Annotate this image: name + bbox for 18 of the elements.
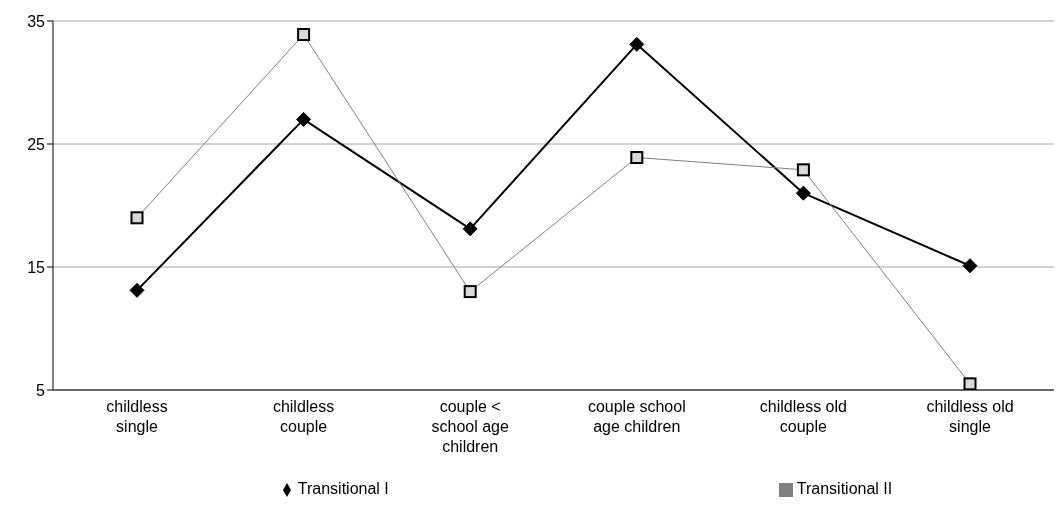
y-tick-label: 5	[36, 381, 46, 399]
x-tick-label: childless old couple	[759, 398, 847, 435]
x-tick-label: childless single	[106, 398, 168, 435]
point	[129, 282, 145, 298]
point	[795, 185, 811, 201]
y-tick-label: 35	[27, 12, 46, 30]
y-tick-label: 15	[27, 258, 46, 276]
x-tick-label: childless couple	[272, 398, 335, 435]
point	[629, 36, 645, 52]
point	[962, 258, 978, 274]
x-tick-label: couple school age children	[587, 398, 686, 435]
y-tick-label: 25	[27, 135, 46, 153]
x-tick-label: childless old single	[926, 398, 1014, 435]
x-tick-label: couple < school age children	[431, 398, 509, 455]
legend-label: Transitional I	[297, 480, 389, 497]
point	[462, 221, 478, 237]
point	[296, 111, 312, 127]
legend-label: Transitional II	[796, 480, 893, 497]
